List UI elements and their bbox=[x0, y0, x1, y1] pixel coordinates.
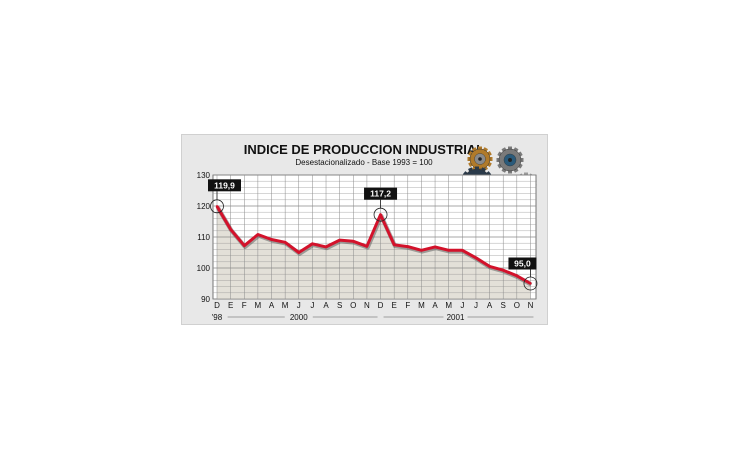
gear-icon bbox=[467, 146, 493, 172]
year-label: 2001 bbox=[447, 313, 465, 322]
year-label: 2000 bbox=[290, 313, 308, 322]
annotation-label: 119,9 bbox=[214, 180, 235, 190]
x-tick-label: N bbox=[528, 301, 534, 310]
data-point bbox=[270, 238, 273, 241]
data-point bbox=[406, 245, 410, 248]
x-tick-label: S bbox=[501, 301, 506, 310]
line-chart: INDICE DE PRODUCCION INDUSTRIAL Desestac… bbox=[197, 142, 538, 322]
data-point bbox=[352, 240, 355, 243]
x-tick-label: M bbox=[445, 301, 452, 310]
data-point bbox=[379, 213, 382, 216]
data-point bbox=[243, 244, 246, 247]
data-point bbox=[392, 243, 396, 246]
annotation-box bbox=[508, 257, 537, 270]
annotation-label: 117,2 bbox=[370, 189, 391, 199]
x-tick-label: M bbox=[255, 301, 262, 310]
chart-subtitle: Desestacionalizado - Base 1993 = 100 bbox=[295, 158, 433, 167]
year-label: '98 bbox=[212, 313, 223, 322]
x-tick-label: O bbox=[350, 301, 356, 310]
x-tick-label: A bbox=[487, 301, 493, 310]
x-tick-label: M bbox=[282, 301, 289, 310]
x-tick-label: N bbox=[364, 301, 370, 310]
x-tick-label: O bbox=[514, 301, 520, 310]
annotation-label: 95,0 bbox=[514, 259, 531, 269]
annotation-box bbox=[364, 187, 398, 200]
y-tick-label: 100 bbox=[197, 264, 211, 273]
x-tick-label: D bbox=[214, 301, 220, 310]
data-point bbox=[215, 205, 219, 208]
x-tick-label: D bbox=[378, 301, 384, 310]
gear-icon bbox=[496, 146, 524, 174]
gear-axle bbox=[508, 158, 512, 162]
x-tick-label: F bbox=[405, 301, 410, 310]
y-tick-label: 110 bbox=[197, 233, 210, 242]
x-tick-label: A bbox=[323, 301, 329, 310]
x-tick-label: E bbox=[228, 301, 233, 310]
data-point bbox=[256, 233, 260, 236]
data-point bbox=[324, 245, 328, 249]
gear-axle bbox=[478, 157, 482, 161]
data-point bbox=[338, 238, 341, 242]
data-point bbox=[502, 268, 505, 272]
data-point bbox=[433, 245, 437, 249]
x-tick-label: F bbox=[242, 301, 247, 310]
series-line bbox=[215, 205, 532, 285]
y-tick-label: 120 bbox=[197, 202, 211, 211]
data-point bbox=[529, 282, 532, 285]
x-tick-label: E bbox=[392, 301, 397, 310]
x-tick-label: J bbox=[460, 301, 464, 310]
data-point bbox=[420, 249, 423, 252]
x-tick-label: A bbox=[432, 301, 438, 310]
x-tick-label: J bbox=[310, 301, 314, 310]
annotation-box bbox=[208, 179, 241, 192]
y-tick-label: 130 bbox=[197, 171, 211, 180]
x-tick-label: S bbox=[337, 301, 342, 310]
x-tick-label: M bbox=[418, 301, 425, 310]
series-area bbox=[217, 206, 531, 299]
data-point bbox=[229, 228, 232, 231]
x-tick-label: J bbox=[297, 301, 301, 310]
data-point bbox=[297, 251, 300, 254]
data-point bbox=[447, 249, 450, 252]
x-tick-label: J bbox=[474, 301, 478, 310]
data-point bbox=[365, 245, 369, 248]
data-point bbox=[515, 274, 519, 277]
chart-panel: INDICE DE PRODUCCION INDUSTRIAL Desestac… bbox=[181, 134, 548, 325]
data-point bbox=[311, 242, 314, 246]
chart-title: INDICE DE PRODUCCION INDUSTRIAL bbox=[244, 142, 485, 157]
data-point bbox=[474, 256, 478, 259]
data-point bbox=[283, 241, 287, 244]
data-point bbox=[461, 249, 464, 252]
y-tick-label: 90 bbox=[201, 295, 210, 304]
x-tick-label: A bbox=[269, 301, 275, 310]
data-point bbox=[488, 265, 491, 268]
